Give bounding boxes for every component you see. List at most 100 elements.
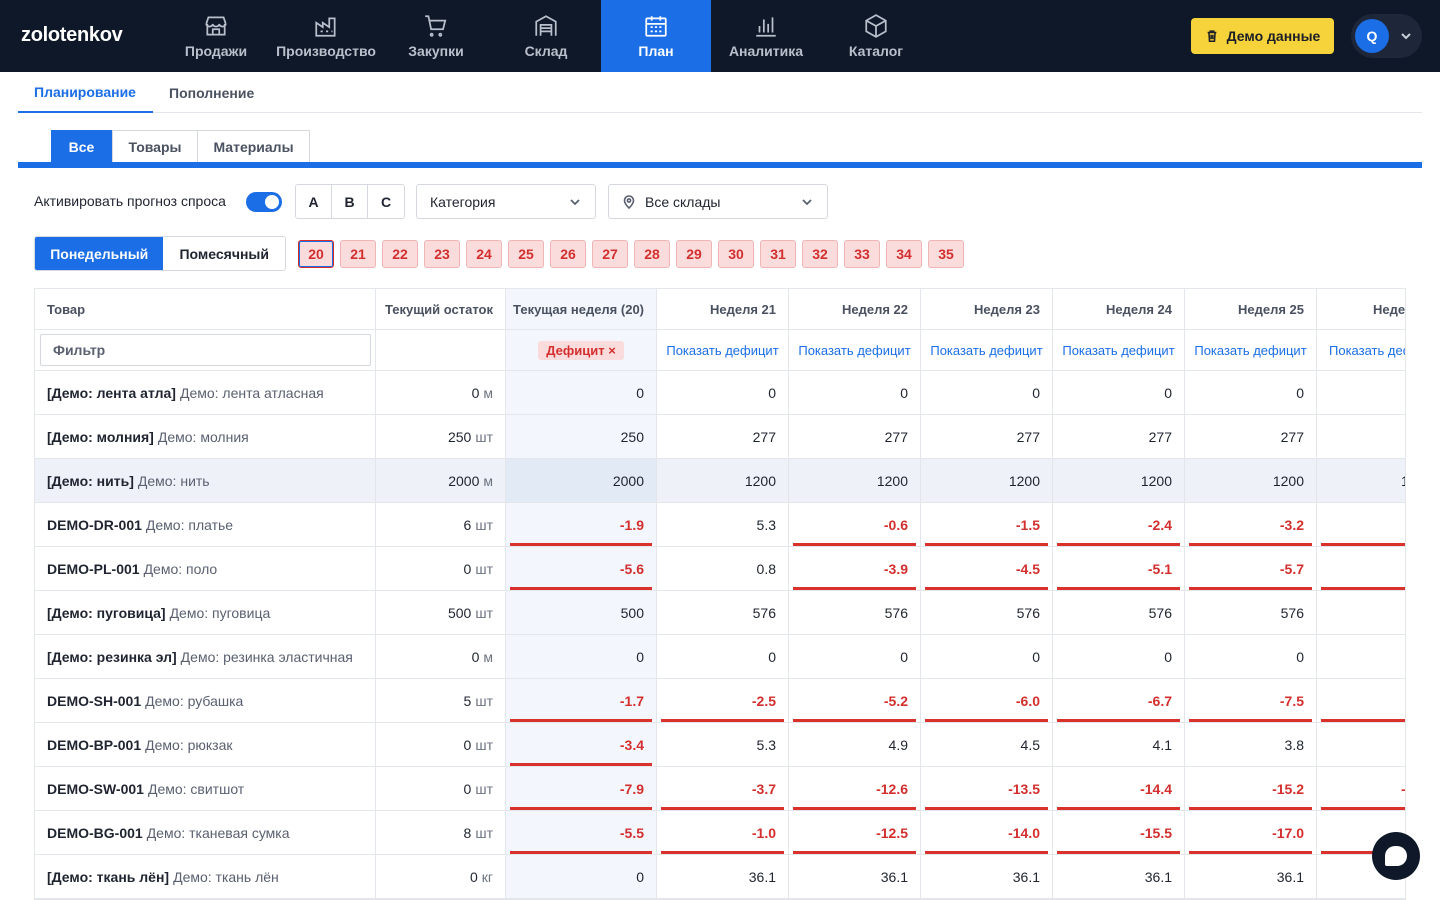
week-value-cell[interactable]: -13.5 bbox=[921, 767, 1053, 811]
week-value-cell[interactable]: -0.6 bbox=[789, 503, 921, 547]
show-deficit-link[interactable]: Показать дефицит bbox=[1053, 330, 1185, 371]
week-value-cell[interactable]: 5.3 bbox=[657, 503, 789, 547]
product-cell[interactable]: DEMO-BG-001 Демо: тканевая сумка bbox=[35, 811, 376, 855]
week-value-cell[interactable]: -3.4 bbox=[506, 723, 657, 767]
week-value-cell[interactable]: -5.7 bbox=[1185, 547, 1317, 591]
week-chip-22[interactable]: 22 bbox=[382, 240, 418, 268]
week-value-cell[interactable]: -6.0 bbox=[921, 679, 1053, 723]
week-value-cell[interactable]: 0 bbox=[1185, 371, 1317, 415]
tab-replenishment[interactable]: Пополнение bbox=[169, 84, 255, 101]
week-value-cell[interactable]: 4.9 bbox=[789, 723, 921, 767]
week-value-cell[interactable]: 277 bbox=[789, 415, 921, 459]
week-value-cell[interactable]: -4.5 bbox=[921, 547, 1053, 591]
product-cell[interactable]: DEMO-DR-001 Демо: платье bbox=[35, 503, 376, 547]
week-value-cell[interactable]: 0 bbox=[1053, 635, 1185, 679]
week-value-cell[interactable]: -17.0 bbox=[1185, 811, 1317, 855]
week-value-cell[interactable]: 0 bbox=[506, 371, 657, 415]
week-value-cell[interactable]: 0 bbox=[506, 855, 657, 899]
forecast-toggle[interactable] bbox=[246, 192, 282, 212]
week-value-cell[interactable]: -6.7 bbox=[1053, 679, 1185, 723]
tab-planning[interactable]: Планирование bbox=[18, 72, 153, 113]
week-value-cell[interactable]: -1.0 bbox=[657, 811, 789, 855]
chat-widget-button[interactable] bbox=[1372, 832, 1420, 880]
week-chip-23[interactable]: 23 bbox=[424, 240, 460, 268]
week-value-cell[interactable]: -15.5 bbox=[1053, 811, 1185, 855]
nav-box[interactable]: Каталог bbox=[821, 0, 931, 72]
week-chip-31[interactable]: 31 bbox=[760, 240, 796, 268]
week-value-cell[interactable]: 2000 bbox=[506, 459, 657, 503]
week-value-cell[interactable]: 250 bbox=[506, 415, 657, 459]
week-value-cell[interactable]: -7.9 bbox=[506, 767, 657, 811]
week-value-cell[interactable]: 277 bbox=[1053, 415, 1185, 459]
nav-calendar[interactable]: План bbox=[601, 0, 711, 72]
week-value-cell[interactable]: -14.4 bbox=[1053, 767, 1185, 811]
week-value-cell[interactable]: -7.5 bbox=[1185, 679, 1317, 723]
product-cell[interactable]: DEMO-BP-001 Демо: рюкзак bbox=[35, 723, 376, 767]
week-value-cell[interactable]: 1200 bbox=[657, 459, 789, 503]
week-value-cell[interactable]: 3.8 bbox=[1185, 723, 1317, 767]
week-chip-26[interactable]: 26 bbox=[550, 240, 586, 268]
product-cell[interactable]: [Демо: пуговица] Демо: пуговица bbox=[35, 591, 376, 635]
week-value-cell[interactable]: 0 bbox=[506, 635, 657, 679]
show-deficit-link[interactable]: Показать дефицит bbox=[1185, 330, 1317, 371]
week-value-cell[interactable]: 0 bbox=[1185, 635, 1317, 679]
week-value-cell[interactable]: 36.1 bbox=[1053, 855, 1185, 899]
week-value-cell[interactable]: 0 bbox=[921, 635, 1053, 679]
deficit-filter-tag[interactable]: Дефицит × bbox=[538, 340, 624, 360]
nav-chart[interactable]: Аналитика bbox=[711, 0, 821, 72]
week-value-cell[interactable]: 36.1 bbox=[657, 855, 789, 899]
product-cell[interactable]: [Демо: ткань лён] Демо: ткань лён bbox=[35, 855, 376, 899]
week-value-cell[interactable]: 576 bbox=[921, 591, 1053, 635]
week-value-cell[interactable]: -3.7 bbox=[657, 767, 789, 811]
week-chip-32[interactable]: 32 bbox=[802, 240, 838, 268]
week-chip-35[interactable]: 35 bbox=[928, 240, 964, 268]
week-value-cell[interactable]: 0 bbox=[657, 371, 789, 415]
show-deficit-link[interactable]: Показать дефицит bbox=[657, 330, 789, 371]
week-value-cell[interactable]: -5.2 bbox=[789, 679, 921, 723]
week-value-cell[interactable]: 0 bbox=[789, 635, 921, 679]
week-chip-28[interactable]: 28 bbox=[634, 240, 670, 268]
week-chip-34[interactable]: 34 bbox=[886, 240, 922, 268]
week-value-cell[interactable]: 0 bbox=[921, 371, 1053, 415]
weekly-button[interactable]: Понедельный bbox=[35, 237, 164, 270]
week-value-cell[interactable]: -5.1 bbox=[1053, 547, 1185, 591]
week-value-cell[interactable]: 277 bbox=[1185, 415, 1317, 459]
week-chip-20[interactable]: 20 bbox=[298, 240, 334, 268]
week-value-cell[interactable]: 4.5 bbox=[921, 723, 1053, 767]
week-value-cell[interactable]: 576 bbox=[657, 591, 789, 635]
week-value-cell[interactable]: -5.5 bbox=[506, 811, 657, 855]
demo-data-button[interactable]: Демо данные bbox=[1191, 18, 1334, 54]
week-value-cell[interactable]: -14.0 bbox=[921, 811, 1053, 855]
week-value-cell[interactable]: 576 bbox=[789, 591, 921, 635]
week-value-cell[interactable]: -2.5 bbox=[657, 679, 789, 723]
nav-store[interactable]: Продажи bbox=[161, 0, 271, 72]
user-menu[interactable]: Q bbox=[1351, 14, 1422, 58]
product-cell[interactable]: [Демо: молния] Демо: молния bbox=[35, 415, 376, 459]
show-deficit-link[interactable]: Показать дефицит bbox=[921, 330, 1053, 371]
week-chip-25[interactable]: 25 bbox=[508, 240, 544, 268]
week-value-cell[interactable]: 576 bbox=[1185, 591, 1317, 635]
monthly-button[interactable]: Помесячный bbox=[179, 245, 269, 262]
week-value-cell[interactable]: -3.9 bbox=[789, 547, 921, 591]
nav-warehouse[interactable]: Склад bbox=[491, 0, 601, 72]
week-value-cell[interactable]: -1.5 bbox=[921, 503, 1053, 547]
week-value-cell[interactable]: 36.1 bbox=[1185, 855, 1317, 899]
week-value-cell[interactable]: 5.3 bbox=[657, 723, 789, 767]
week-chip-27[interactable]: 27 bbox=[592, 240, 628, 268]
tab-goods[interactable]: Товары bbox=[112, 130, 198, 162]
week-value-cell[interactable]: 36.1 bbox=[921, 855, 1053, 899]
week-value-cell[interactable]: 1200 bbox=[789, 459, 921, 503]
product-cell[interactable]: [Демо: нить] Демо: нить bbox=[35, 459, 376, 503]
week-value-cell[interactable]: 1200 bbox=[921, 459, 1053, 503]
week-value-cell[interactable]: 0.8 bbox=[657, 547, 789, 591]
week-chip-24[interactable]: 24 bbox=[466, 240, 502, 268]
week-value-cell[interactable]: -15.2 bbox=[1185, 767, 1317, 811]
week-chip-21[interactable]: 21 bbox=[340, 240, 376, 268]
week-value-cell[interactable]: -1.9 bbox=[506, 503, 657, 547]
week-chip-30[interactable]: 30 bbox=[718, 240, 754, 268]
week-value-cell[interactable]: 4.1 bbox=[1053, 723, 1185, 767]
logo[interactable]: zolotenkov bbox=[21, 24, 123, 46]
week-value-cell[interactable]: 576 bbox=[1053, 591, 1185, 635]
tab-all[interactable]: Все bbox=[51, 130, 112, 162]
week-value-cell[interactable]: -12.5 bbox=[789, 811, 921, 855]
